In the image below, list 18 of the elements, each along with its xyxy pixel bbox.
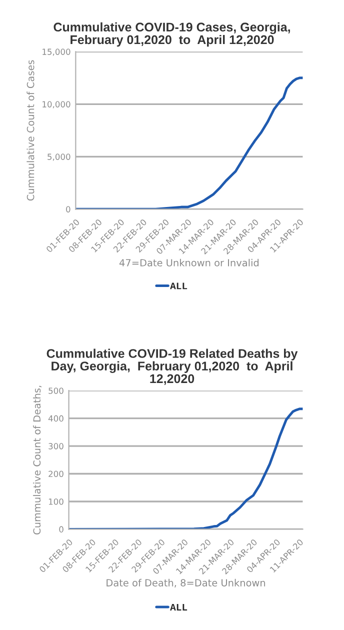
y-tick-label: 15,000 xyxy=(42,48,70,56)
y-tick-label: 200 xyxy=(48,470,64,478)
y-tick-label: 500 xyxy=(48,388,64,394)
y-tick-label: 0 xyxy=(66,206,70,212)
legend-label: ALL xyxy=(170,604,188,610)
y-axis-title: Cummulative Count of Deaths, xyxy=(33,386,42,534)
y-tick-label: 300 xyxy=(48,443,64,450)
legend-label: ALL xyxy=(170,282,188,290)
y-tick-label: 5,000 xyxy=(48,154,70,161)
y-tick-label: 0 xyxy=(59,526,64,532)
y-tick-label: 10,000 xyxy=(42,101,70,108)
y-tick-label: 100 xyxy=(48,498,64,505)
chart-title: Cummulative COVID-19 Cases, Georgia, February 01,2020 to April 12,2020 xyxy=(54,22,290,47)
x-axis-title: 47=Date Unknown or Invalid xyxy=(119,258,259,266)
y-axis-title: Cummulative Count of Cases xyxy=(26,60,34,201)
y-tick-label: 400 xyxy=(48,415,64,422)
x-axis-title: Date of Death, 8=Date Unknown xyxy=(106,578,266,588)
chart-title: Cummulative COVID-19 Related Deaths by Day, Georgia, February 01,2020 to April 12,2020 xyxy=(46,348,298,385)
